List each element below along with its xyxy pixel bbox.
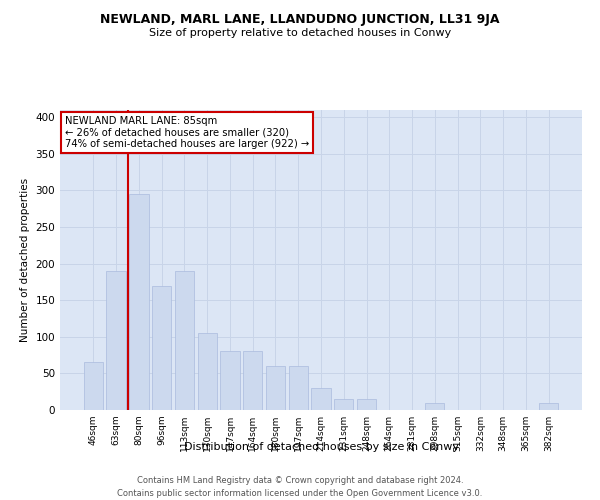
Bar [539,402,558,410]
Bar [197,333,217,410]
Bar [175,271,194,410]
Text: Contains public sector information licensed under the Open Government Licence v3: Contains public sector information licen… [118,489,482,498]
Bar [334,399,353,410]
Bar [266,366,285,410]
Y-axis label: Number of detached properties: Number of detached properties [20,178,30,342]
Text: NEWLAND, MARL LANE, LLANDUDNO JUNCTION, LL31 9JA: NEWLAND, MARL LANE, LLANDUDNO JUNCTION, … [100,12,500,26]
Text: Distribution of detached houses by size in Conwy: Distribution of detached houses by size … [184,442,458,452]
Bar [425,402,445,410]
Bar [129,194,149,410]
Bar [243,352,262,410]
Text: Contains HM Land Registry data © Crown copyright and database right 2024.: Contains HM Land Registry data © Crown c… [137,476,463,485]
Bar [220,352,239,410]
Bar [311,388,331,410]
Text: NEWLAND MARL LANE: 85sqm
← 26% of detached houses are smaller (320)
74% of semi-: NEWLAND MARL LANE: 85sqm ← 26% of detach… [65,116,310,149]
Bar [152,286,172,410]
Bar [106,271,126,410]
Bar [84,362,103,410]
Text: Size of property relative to detached houses in Conwy: Size of property relative to detached ho… [149,28,451,38]
Bar [289,366,308,410]
Bar [357,399,376,410]
